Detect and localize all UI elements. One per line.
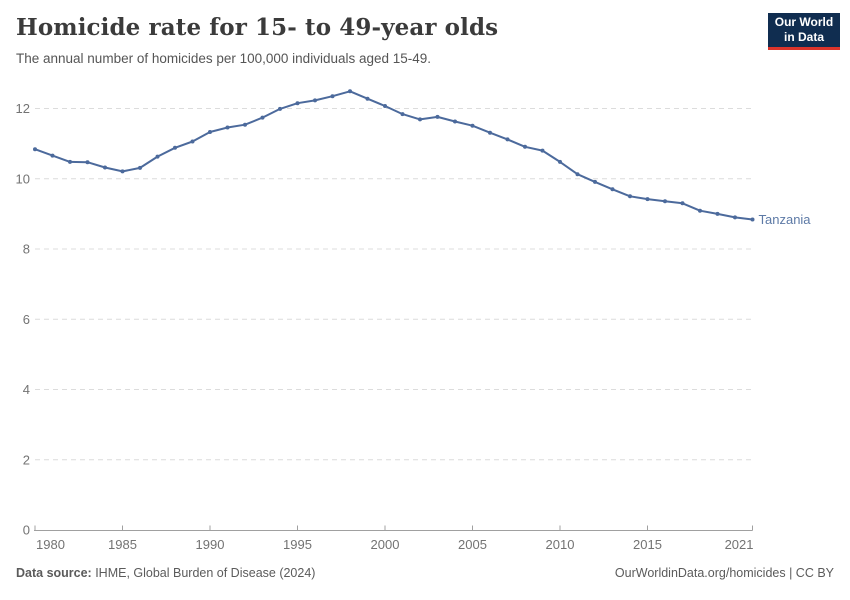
data-point-marker[interactable] bbox=[663, 199, 667, 204]
data-point-marker[interactable] bbox=[540, 148, 545, 153]
chart-header: Homicide rate for 15- to 49-year olds Th… bbox=[16, 14, 750, 66]
data-point-marker[interactable] bbox=[418, 117, 422, 122]
x-tick-label: 2010 bbox=[546, 537, 575, 552]
data-point-marker[interactable] bbox=[173, 145, 177, 150]
x-tick-label: 1980 bbox=[36, 537, 65, 552]
data-point-marker[interactable] bbox=[733, 215, 737, 220]
entity-label-tanzania[interactable]: Tanzania bbox=[759, 212, 812, 227]
x-tick-label: 1995 bbox=[283, 537, 312, 552]
data-point-marker[interactable] bbox=[698, 208, 702, 213]
y-tick-label: 4 bbox=[23, 382, 30, 397]
y-tick-label: 6 bbox=[23, 312, 30, 327]
series-line-tanzania[interactable] bbox=[34, 90, 754, 221]
data-point-marker[interactable] bbox=[278, 106, 282, 111]
data-point-marker[interactable] bbox=[120, 169, 125, 174]
x-tick-label: 2015 bbox=[633, 537, 662, 552]
data-point-marker[interactable] bbox=[85, 160, 90, 165]
y-tick-label: 12 bbox=[16, 101, 30, 116]
data-point-marker[interactable] bbox=[330, 94, 335, 99]
data-point-marker[interactable] bbox=[190, 139, 195, 144]
x-tick-label: 2005 bbox=[458, 537, 487, 552]
data-point-marker[interactable] bbox=[243, 122, 247, 127]
data-source-note: Data source: IHME, Global Burden of Dise… bbox=[16, 566, 315, 580]
data-point-marker[interactable] bbox=[383, 104, 387, 108]
data-point-marker[interactable] bbox=[488, 130, 492, 135]
data-point-marker[interactable] bbox=[103, 165, 107, 170]
owid-logo-line2: in Data bbox=[783, 30, 824, 44]
data-point-marker[interactable] bbox=[523, 144, 527, 149]
data-point-marker[interactable] bbox=[348, 89, 352, 94]
x-tick-label: 2000 bbox=[371, 537, 400, 552]
chart-footer: Data source: IHME, Global Burden of Dise… bbox=[16, 566, 834, 580]
data-point-marker[interactable] bbox=[610, 187, 615, 192]
y-tick-label: 8 bbox=[23, 242, 30, 257]
y-tick-label: 2 bbox=[23, 452, 30, 467]
data-point-marker[interactable] bbox=[225, 125, 230, 130]
data-point-marker[interactable] bbox=[628, 194, 632, 199]
y-tick-label: 0 bbox=[23, 523, 30, 538]
data-point-marker[interactable] bbox=[365, 96, 370, 101]
data-point-marker[interactable] bbox=[50, 153, 55, 158]
data-point-marker[interactable] bbox=[645, 197, 650, 202]
data-source-label: Data source: bbox=[16, 566, 92, 580]
x-tick-label: 1990 bbox=[196, 537, 225, 552]
data-point-marker[interactable] bbox=[453, 119, 457, 124]
footer-link[interactable]: OurWorldinData.org/homicides | CC BY bbox=[614, 566, 834, 580]
data-point-marker[interactable] bbox=[505, 137, 510, 142]
data-point-marker[interactable] bbox=[750, 217, 755, 222]
data-point-marker[interactable] bbox=[295, 101, 300, 106]
data-point-marker[interactable] bbox=[400, 112, 405, 117]
data-point-marker[interactable] bbox=[575, 172, 580, 177]
data-point-marker[interactable] bbox=[68, 159, 72, 164]
data-point-marker[interactable] bbox=[680, 201, 685, 206]
data-point-marker[interactable] bbox=[558, 159, 562, 164]
data-point-marker[interactable] bbox=[208, 130, 212, 134]
owid-logo-line1: Our World bbox=[774, 15, 834, 29]
chart-subtitle: The annual number of homicides per 100,0… bbox=[16, 50, 432, 66]
data-point-marker[interactable] bbox=[715, 211, 720, 216]
data-source-text: IHME, Global Burden of Disease (2024) bbox=[91, 566, 316, 580]
y-tick-label: 10 bbox=[16, 171, 30, 186]
x-tick-label: 1985 bbox=[108, 537, 137, 552]
data-point-marker[interactable] bbox=[435, 114, 440, 119]
data-point-marker[interactable] bbox=[593, 179, 597, 184]
data-point-marker[interactable] bbox=[155, 154, 160, 159]
data-point-marker[interactable] bbox=[313, 98, 317, 103]
data-point-marker[interactable] bbox=[470, 123, 475, 128]
data-point-marker[interactable] bbox=[33, 147, 37, 152]
owid-logo[interactable]: Our World in Data bbox=[768, 13, 840, 50]
data-point-marker[interactable] bbox=[260, 115, 265, 120]
x-tick-label: 2021 bbox=[725, 537, 754, 552]
data-point-marker[interactable] bbox=[138, 165, 142, 170]
chart-title: Homicide rate for 15- to 49-year olds bbox=[16, 14, 499, 41]
